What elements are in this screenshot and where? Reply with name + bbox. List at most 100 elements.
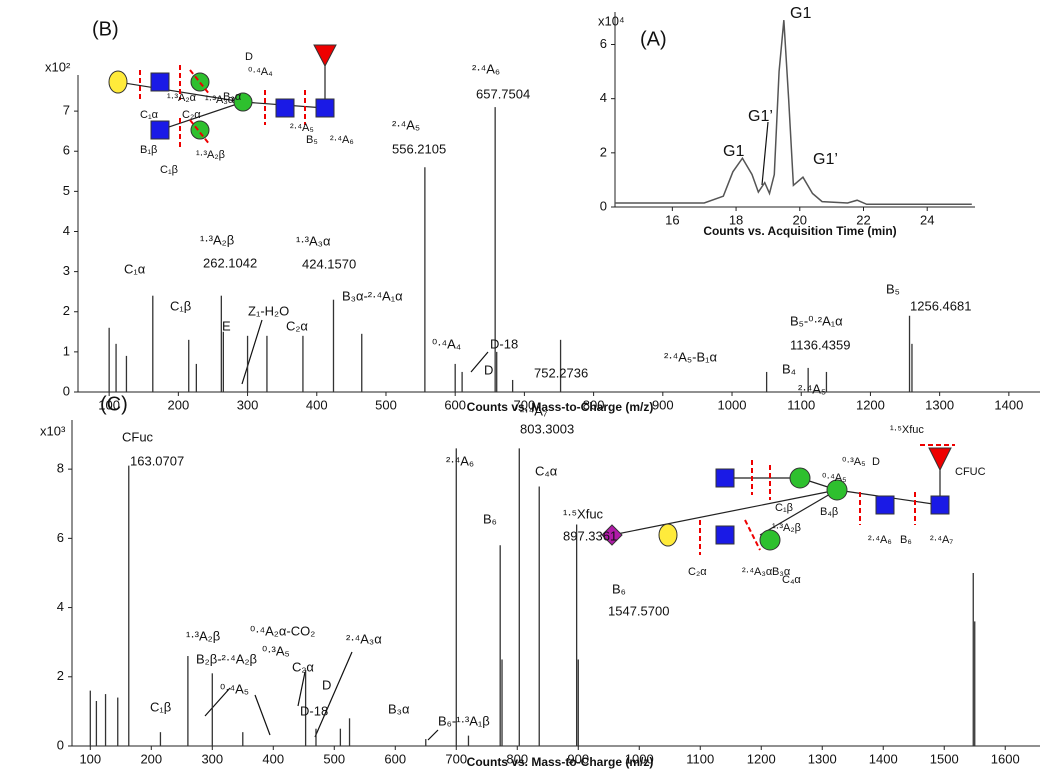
annotation: B₂β-²·⁴A₂β [196,651,257,666]
glycan-label: ²·⁴A₇ [930,534,953,546]
annotation: ²·⁴A₆ [446,453,474,468]
panel-label: (C) [100,393,128,415]
glycan-label: ²·⁴A₆ [868,534,892,546]
annotation: B₅ [886,281,900,296]
x-tick-label: 1400 [869,751,898,766]
annotation: 897.3361 [563,528,617,543]
annotation: D-18 [490,336,518,351]
annotation: ⁰·⁴A₅ [220,681,249,696]
panel-label: (B) [92,18,119,40]
annotation: B₅-⁰·²A₁α [790,313,843,328]
annotation: C₂α [286,318,308,333]
y-tick-label: 3 [63,263,70,278]
y-tick-label: 6 [600,36,607,51]
x-tick-label: 1500 [930,751,959,766]
annotation: CFuc [122,429,154,444]
glycan-label: B₄β [820,506,838,518]
x-tick-label: 1100 [686,751,714,766]
glycan-label: B₃α [772,566,791,578]
glycan-label: D [872,456,880,468]
annotation: ¹·³A₂β [186,628,220,643]
glycan-label: C₁β [160,164,178,176]
y-tick-label: 0 [57,737,64,752]
x-tick-label: 400 [306,397,328,412]
annotation: G1’ [813,151,838,168]
y-tick-label: 1 [63,343,70,358]
x-axis-title: Counts vs. Mass-to-Charge (m/z) [467,755,654,769]
x-tick-label: 500 [375,397,397,412]
trace [615,20,972,206]
glycan-label: ¹·³A₂β [196,149,225,161]
x-tick-label: 700 [514,397,536,412]
annotation: 556.2105 [392,141,446,156]
glycan-label: ²·⁴A₃α [742,566,773,578]
glycan-label: ²·⁴A₅ [290,122,314,134]
annotation: ²·⁴A₅-B₁α [664,349,718,364]
annotation: 262.1042 [203,255,257,270]
x-tick-label: 800 [506,751,528,766]
x-tick-label: 800 [583,397,605,412]
x-tick-label: 100 [98,397,120,412]
annotation: C₂α [292,659,314,674]
annotation: 803.3003 [520,421,574,436]
x-tick-label: 24 [920,212,934,227]
annotation: 1547.5700 [608,603,669,618]
glycan-label: B₃α [223,91,242,103]
annotation: 1136.4359 [790,337,851,352]
glycan-label: ⁰·⁴A₅ [822,472,847,484]
arrow [427,729,439,741]
x-axis-title: Counts vs. Mass-to-Charge (m/z) [467,400,654,414]
arrow [241,319,263,385]
arrow [314,651,353,738]
panel-label: (A) [640,28,667,50]
x-tick-label: 500 [323,751,345,766]
x-tick-label: 900 [652,397,674,412]
y-tick-label: 8 [57,461,64,476]
glycan-label: ¹·³A₂β [772,522,801,534]
glycan-label: C₄α [782,574,801,586]
annotation: G1 [723,143,744,160]
x-tick-label: 1000 [718,397,747,412]
arrows [204,121,769,741]
glycan-label: C₂α [182,109,201,121]
y-tick-label: 2 [63,303,70,318]
y-tick-label: 6 [63,143,70,158]
annotation: B₆ [612,581,626,596]
glycan-label: C₂α [688,566,707,578]
multiplier: x10⁴ [598,13,625,28]
annotation: B₆-¹·³A₁β [438,713,490,728]
annotation: G1 [790,5,811,22]
arrow [470,351,489,373]
annotation: B₄ [782,361,796,376]
glycan-label: ¹·³A₂α [167,92,197,104]
x-tick-label: 1300 [925,397,954,412]
glycan-label: ¹·³A₃α [205,94,235,106]
x-tick-label: 600 [444,397,466,412]
x-tick-label: 300 [237,397,259,412]
y-tick-label: 2 [57,668,64,683]
annotation: D-18 [300,703,328,718]
x-tick-label: 400 [262,751,284,766]
x-tick-label: 900 [567,751,589,766]
x-tick-label: 1000 [625,751,654,766]
annotation: 424.1570 [302,256,356,271]
x-tick-label: 200 [168,397,190,412]
annotation: D [484,362,493,377]
x-tick-label: 18 [729,212,743,227]
x-tick-label: 20 [793,212,807,227]
annotation: ¹·³A₂β [200,232,234,247]
annotation: ²·⁴A₃α [346,631,382,646]
arrow [204,687,231,717]
glycan-label: ⁰·³A₅ [842,456,866,468]
glycan-label: ¹·⁵Xfuc [890,424,924,436]
y-tick-label: 7 [63,103,70,118]
arrow [297,671,306,707]
y-tick-label: 2 [600,144,607,159]
annotation: 752.2736 [534,365,588,380]
glycan-label: CFUC [955,466,986,478]
annotation: E [222,318,231,333]
annotation: 1256.4681 [910,298,971,313]
annotation: ⁰·⁴A₄ [432,336,461,351]
multiplier: x10³ [40,423,66,438]
glycan-label: B₁β [140,144,157,156]
